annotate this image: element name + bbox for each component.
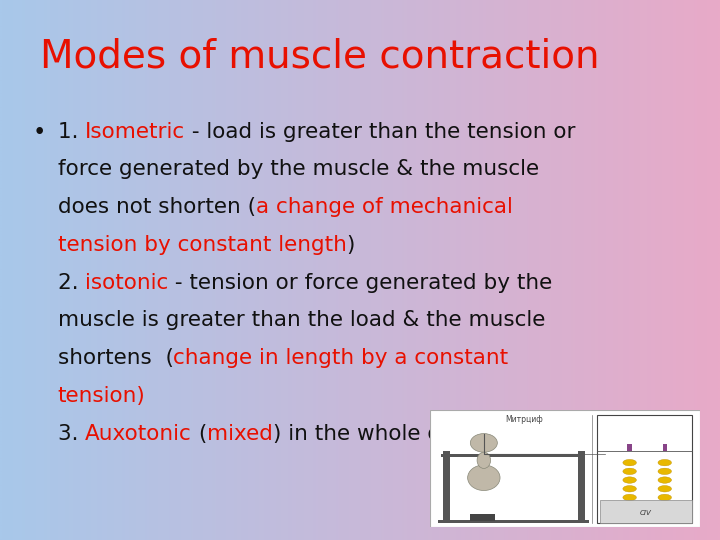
Ellipse shape [658,494,672,501]
Bar [444,451,450,521]
Text: 2.: 2. [58,273,85,293]
Ellipse shape [623,468,636,475]
Text: •: • [32,122,46,145]
Text: tension): tension) [58,386,145,406]
Text: 1.: 1. [58,122,85,141]
Bar [438,520,589,523]
Text: mixed: mixed [207,424,273,444]
Ellipse shape [658,503,672,509]
Text: change in length by a constant: change in length by a constant [174,348,508,368]
Bar [470,514,495,521]
Text: does not shorten (: does not shorten ( [58,197,256,217]
Bar [441,454,581,457]
Ellipse shape [623,512,636,518]
Ellipse shape [623,477,636,483]
Ellipse shape [658,512,672,518]
Ellipse shape [658,468,672,475]
Ellipse shape [623,460,636,466]
Text: muscle is greater than the load & the muscle: muscle is greater than the load & the mu… [58,310,545,330]
Ellipse shape [470,434,498,452]
Ellipse shape [658,460,672,466]
Text: Isometric: Isometric [85,122,185,141]
Ellipse shape [623,494,636,501]
Text: a change of mechanical: a change of mechanical [256,197,513,217]
Text: CIV: CIV [640,510,652,516]
Bar [628,444,632,451]
Bar [598,415,692,523]
Bar [662,444,667,451]
Text: isotonic: isotonic [85,273,168,293]
Bar [578,451,585,521]
Text: - load is greater than the tension or: - load is greater than the tension or [185,122,575,141]
Text: ): ) [346,235,355,255]
Text: tension by constant length: tension by constant length [58,235,346,255]
Text: (: ( [192,424,207,444]
Text: 3.: 3. [58,424,85,444]
Text: ) in the whole organism: ) in the whole organism [273,424,528,444]
Text: Митрциф: Митрциф [505,415,543,424]
Text: - tension or force generated by the: - tension or force generated by the [168,273,553,293]
Text: shortens  (: shortens ( [58,348,174,368]
Text: Auxotonic: Auxotonic [85,424,192,444]
Ellipse shape [658,477,672,483]
Ellipse shape [468,465,500,490]
Text: Modes of muscle contraction: Modes of muscle contraction [40,38,599,76]
Ellipse shape [658,485,672,492]
Ellipse shape [623,503,636,509]
Text: force generated by the muscle & the muscle: force generated by the muscle & the musc… [58,159,539,179]
Bar [600,500,692,523]
Ellipse shape [477,452,490,468]
Ellipse shape [623,485,636,492]
